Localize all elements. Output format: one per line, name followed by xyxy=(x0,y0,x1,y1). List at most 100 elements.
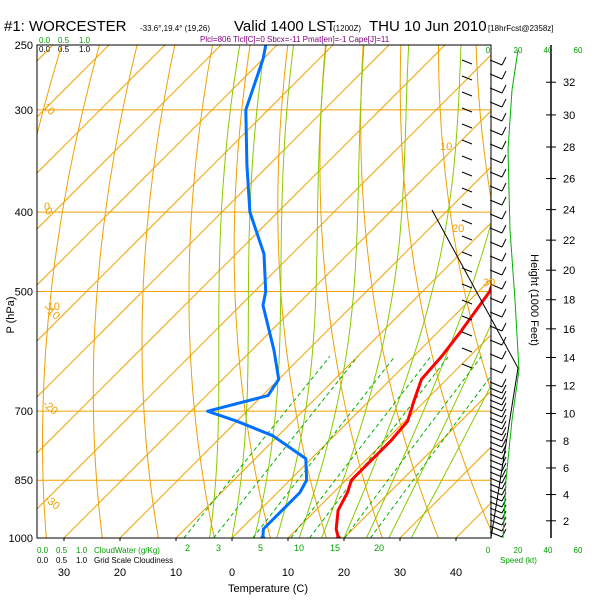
wind-barb xyxy=(489,471,503,478)
wind-profile-boundary xyxy=(431,209,519,539)
wind-barb xyxy=(461,75,473,81)
wind-barb xyxy=(461,235,473,241)
wind-barb-flag xyxy=(501,336,507,346)
dry-adiabat xyxy=(319,45,383,538)
wind-barb xyxy=(489,325,503,332)
speed-axis-label: Speed (kt) xyxy=(500,556,537,565)
mixing-ratio-line xyxy=(213,355,359,538)
moist-adiabat xyxy=(410,384,491,538)
wind-barb xyxy=(489,513,503,520)
height-tick-label: 16 xyxy=(563,324,575,336)
wind-barb xyxy=(489,435,503,442)
moist-adiabat xyxy=(209,45,241,538)
wind-barb-flag xyxy=(501,294,507,304)
wind-barb xyxy=(489,507,503,514)
isotherm-line xyxy=(63,110,491,538)
isotherm-line xyxy=(231,278,491,538)
wind-barb xyxy=(461,331,473,337)
wind-barb-flag xyxy=(501,112,507,122)
wind-barb-flag xyxy=(501,98,507,108)
height-tick-label: 8 xyxy=(563,436,569,448)
wind-barb-flag xyxy=(501,350,507,360)
bottom-cloud-scale: 0.0 0.5 1.0 CloudWater (g/Kg) 0.0 0.5 1.… xyxy=(37,546,173,565)
isotherm-label: 20 xyxy=(452,223,464,235)
wind-barb xyxy=(461,267,473,273)
wind-barb xyxy=(489,393,503,400)
dewpoint-line xyxy=(206,45,309,538)
station-coords: -33.6°,19.4° (19,26) xyxy=(140,24,210,33)
isotherm-line xyxy=(37,45,278,286)
x-tick-label: 30 xyxy=(394,567,406,579)
pressure-labels: 250 300 400 500 700 850 1000 xyxy=(9,40,33,545)
x-tick-label: 20 xyxy=(338,567,350,579)
svg-text:0.0: 0.0 xyxy=(37,556,49,565)
svg-text:0.5: 0.5 xyxy=(56,546,68,555)
wind-barb-flag xyxy=(501,56,507,66)
mixing-ratio-label: 5 xyxy=(258,543,263,553)
wind-barb-flag xyxy=(501,450,507,460)
pressure-tick-label: 250 xyxy=(15,40,33,52)
wind-barb-flag xyxy=(501,196,507,206)
wind-barb-flag xyxy=(501,396,507,406)
dry-adiabat xyxy=(360,45,439,538)
wind-barb xyxy=(489,495,503,502)
wind-barb-flag xyxy=(501,432,507,442)
mixing-ratio-line xyxy=(369,375,491,538)
isotherm-line xyxy=(287,334,491,538)
height-axis-label: Height (1000 Feet) xyxy=(528,254,540,346)
isotherm-line xyxy=(37,45,166,174)
height-tick-label: 26 xyxy=(563,174,575,186)
valid-date: THU 10 Jun 2010 xyxy=(369,18,487,35)
station-title: #1: WORCESTER xyxy=(4,18,127,35)
wind-barb xyxy=(489,459,503,466)
wind-barb xyxy=(489,381,503,388)
wind-barb xyxy=(489,213,503,220)
height-tick-label: 20 xyxy=(563,265,575,277)
x-tick-labels: 30 20 10 0 10 20 30 40 xyxy=(58,538,462,579)
svg-text:1.0: 1.0 xyxy=(76,546,88,555)
svg-text:0.0: 0.0 xyxy=(39,36,51,45)
wind-barb-flag xyxy=(501,154,507,164)
wind-barb xyxy=(461,187,473,193)
wind-barb-flag xyxy=(501,438,507,448)
wind-barb xyxy=(461,139,473,145)
wind-barb-flag xyxy=(501,126,507,136)
wind-barb xyxy=(489,525,503,532)
wind-barb xyxy=(489,241,503,248)
pressure-tick-label: 400 xyxy=(15,207,33,219)
wind-barb xyxy=(489,59,503,66)
speed-tick-label: 60 xyxy=(574,46,583,55)
speed-axis: 0 0 20 20 40 40 60 60 xyxy=(486,46,583,555)
dry-adiabat xyxy=(233,45,271,538)
wind-barb-flag xyxy=(501,364,507,374)
mixing-ratio-label: 3 xyxy=(216,543,221,553)
wind-barb-flag xyxy=(501,168,507,178)
wind-barb xyxy=(461,363,473,369)
isotherm-line xyxy=(37,45,446,454)
wind-barb-flag xyxy=(501,420,507,430)
mixing-ratio-line xyxy=(290,355,432,538)
wind-barb xyxy=(489,367,503,374)
wind-barb-flag xyxy=(501,280,507,290)
wind-barb-flag xyxy=(501,308,507,318)
isotherm-line xyxy=(175,222,491,538)
height-tick-label: 24 xyxy=(563,205,575,217)
wind-barb-flag xyxy=(501,322,507,332)
wind-barb xyxy=(489,143,503,150)
wind-barb xyxy=(489,441,503,448)
isotherm-label: 10 xyxy=(440,141,452,153)
svg-text:0.5: 0.5 xyxy=(58,45,70,54)
wind-barb xyxy=(489,501,503,508)
isotherm-label: 30 xyxy=(483,277,495,289)
wind-barb xyxy=(489,483,503,490)
wind-barb-flag xyxy=(501,84,507,94)
wind-barb xyxy=(489,115,503,122)
valid-utc: (1200Z) xyxy=(333,24,361,33)
wind-barb xyxy=(461,315,473,321)
wind-barb xyxy=(489,311,503,318)
moist-adiabat xyxy=(231,45,266,538)
wind-barb xyxy=(489,269,503,276)
dry-adiabat xyxy=(475,45,491,202)
wind-barb xyxy=(489,399,503,406)
wind-barb xyxy=(461,123,473,129)
